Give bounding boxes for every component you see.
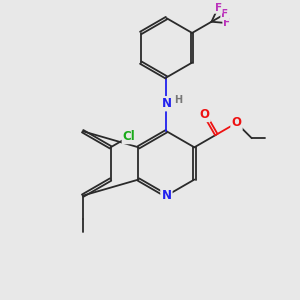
Text: F: F [224,18,230,28]
Text: Cl: Cl [123,130,136,143]
Text: H: H [174,95,182,105]
Text: O: O [232,116,242,130]
Text: F: F [221,9,229,19]
Text: O: O [200,108,210,121]
Text: F: F [214,3,222,13]
Text: N: N [161,97,171,110]
Text: N: N [161,189,171,202]
